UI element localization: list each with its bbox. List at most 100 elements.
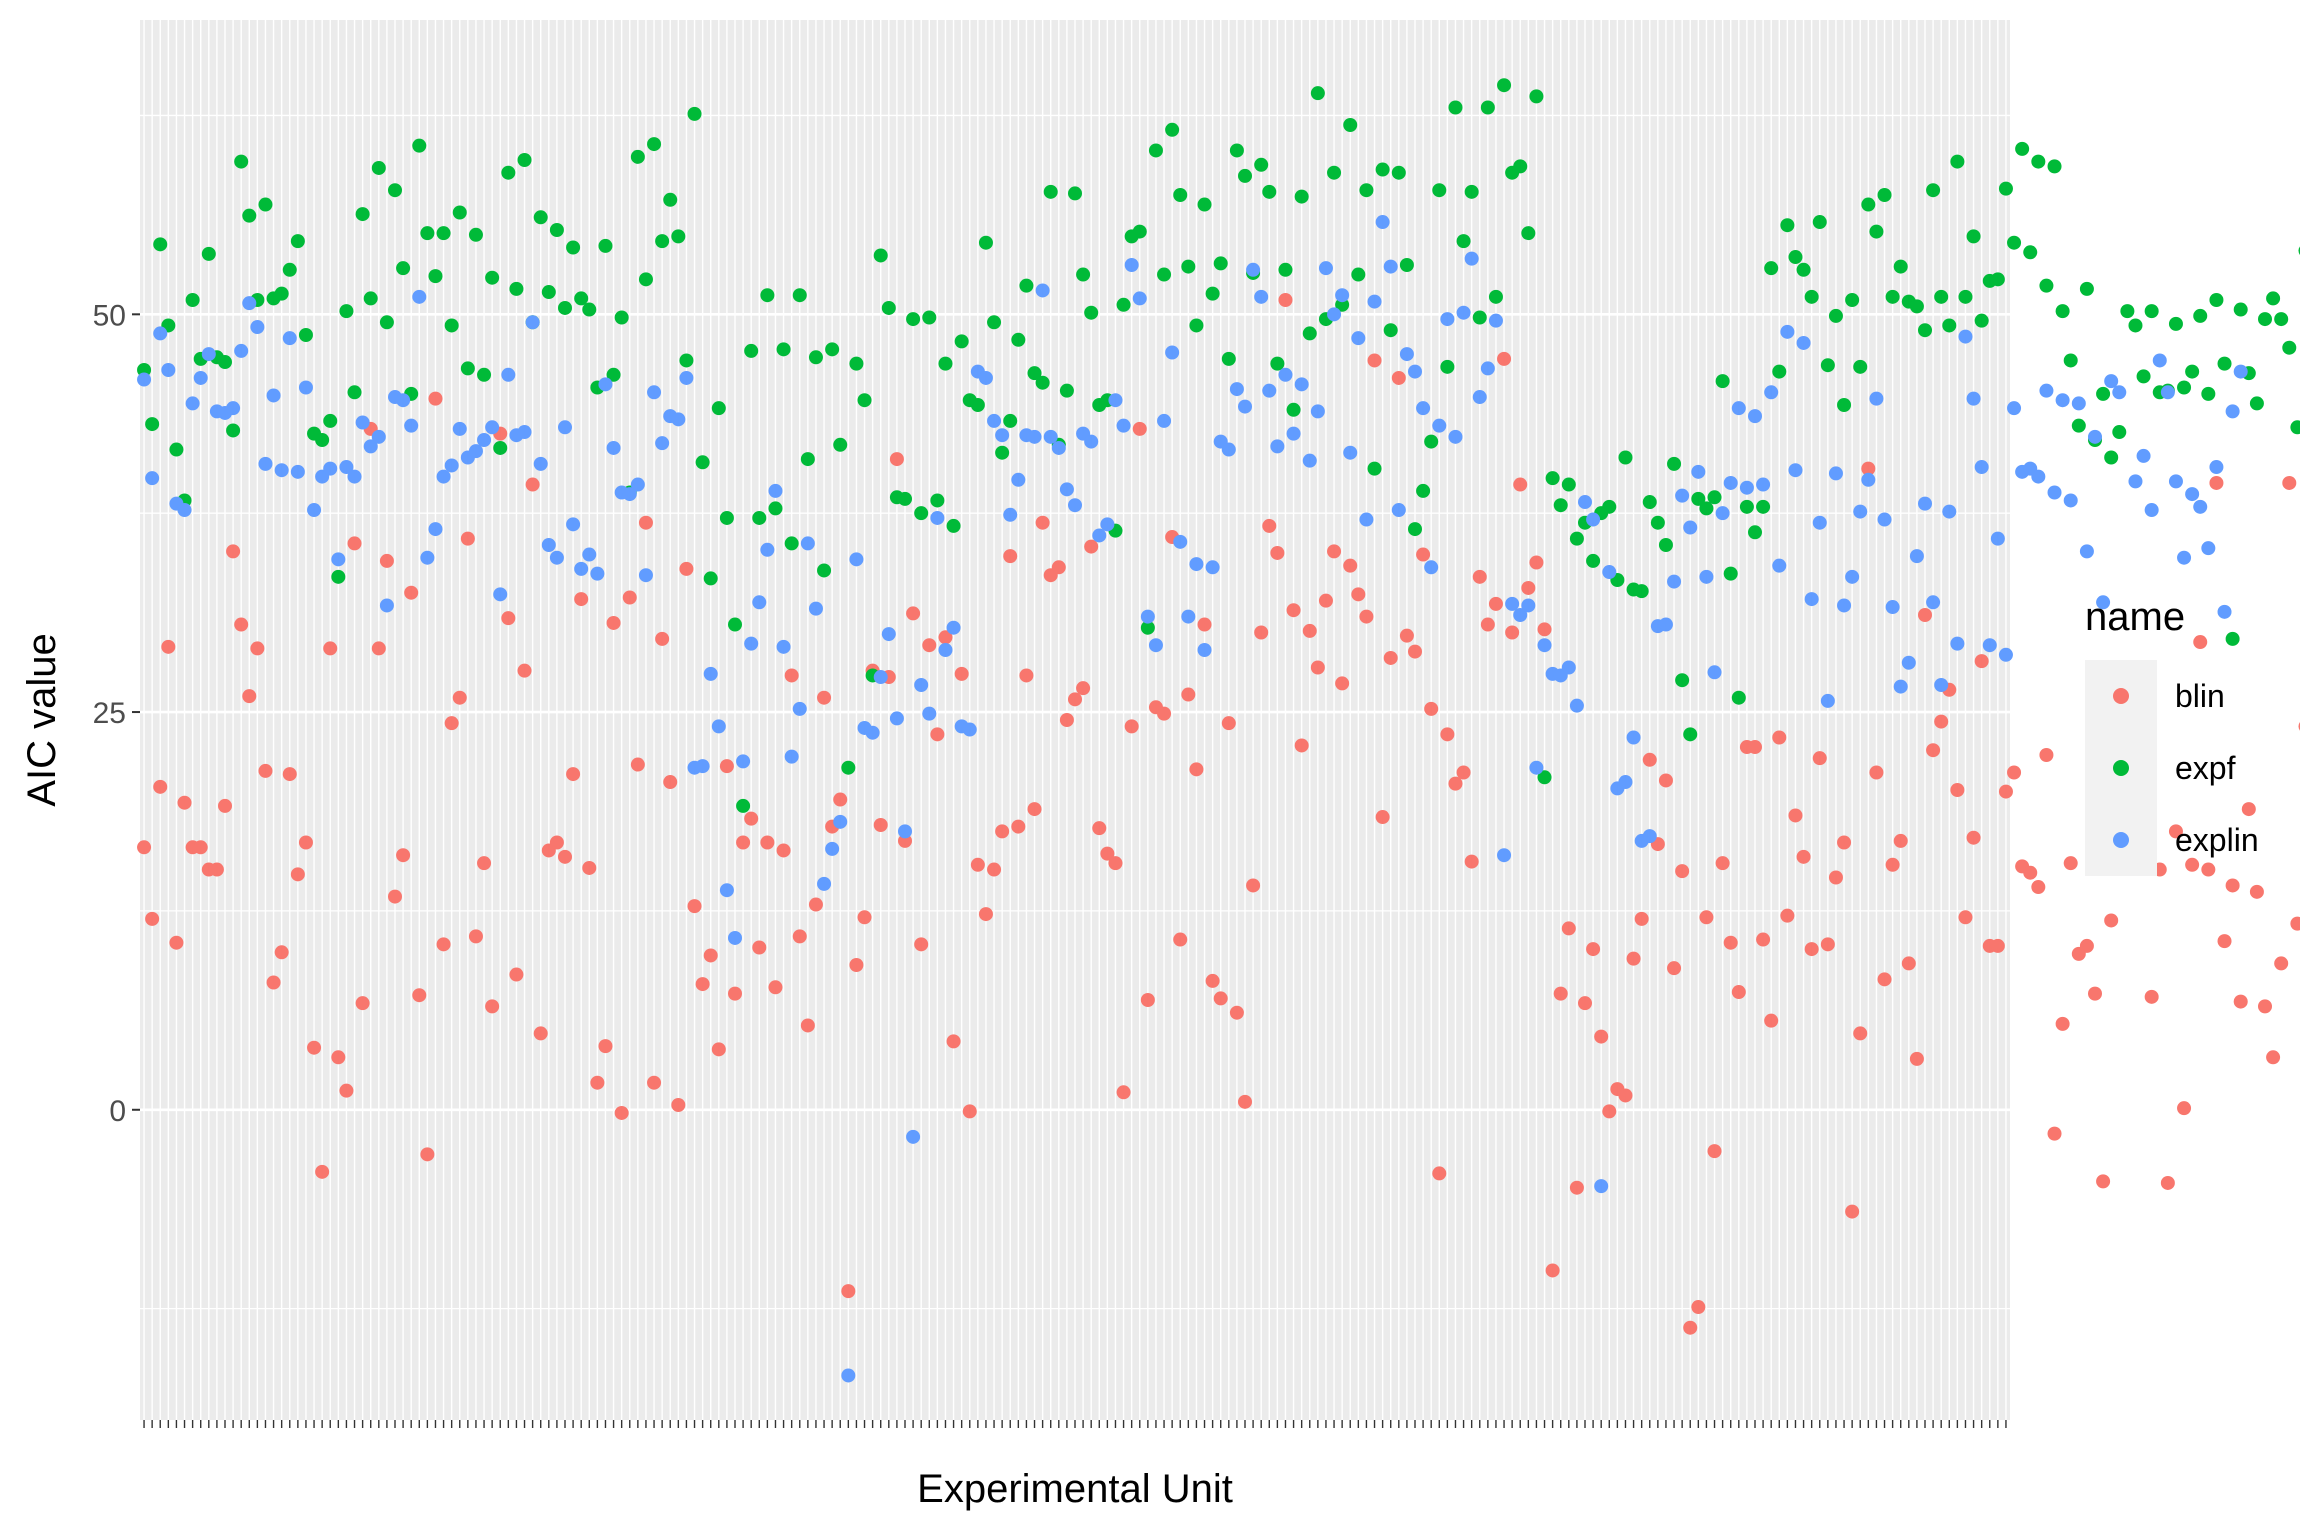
point-expf bbox=[566, 240, 581, 255]
point-explin bbox=[1327, 307, 1342, 322]
point-blin bbox=[1699, 910, 1714, 925]
point-explin bbox=[1399, 347, 1414, 362]
point-explin bbox=[1464, 251, 1479, 266]
point-expf bbox=[1764, 261, 1779, 276]
point-expf bbox=[849, 356, 864, 371]
point-expf bbox=[2217, 356, 2232, 371]
point-blin bbox=[1561, 921, 1576, 936]
point-expf bbox=[549, 223, 564, 237]
point-expf bbox=[234, 154, 249, 169]
point-expf bbox=[1812, 215, 1827, 230]
point-expf bbox=[857, 393, 872, 408]
point-explin bbox=[452, 421, 467, 436]
point-blin bbox=[1667, 961, 1682, 976]
point-explin bbox=[274, 463, 289, 478]
point-blin bbox=[2144, 989, 2159, 1004]
point-blin bbox=[1019, 668, 1034, 683]
point-expf bbox=[2282, 340, 2297, 355]
point-blin bbox=[1116, 1085, 1131, 1100]
point-expf bbox=[2144, 304, 2159, 319]
point-expf bbox=[2177, 380, 2192, 395]
point-blin bbox=[760, 835, 775, 850]
point-explin bbox=[234, 343, 249, 358]
point-expf bbox=[2071, 418, 2086, 433]
point-blin bbox=[687, 899, 702, 914]
point-expf bbox=[1480, 100, 1495, 115]
point-explin bbox=[1221, 442, 1236, 457]
point-blin bbox=[1529, 555, 1544, 570]
point-blin bbox=[485, 999, 500, 1014]
point-blin bbox=[371, 641, 386, 656]
point-expf bbox=[841, 760, 856, 775]
point-explin bbox=[1359, 512, 1374, 527]
point-blin bbox=[946, 1034, 961, 1049]
point-blin bbox=[1132, 421, 1147, 436]
point-blin bbox=[1375, 810, 1390, 825]
point-blin bbox=[226, 544, 241, 559]
point-expf bbox=[2168, 316, 2183, 331]
point-explin bbox=[1707, 665, 1722, 680]
point-expf bbox=[728, 617, 742, 632]
point-explin bbox=[1853, 504, 1868, 519]
point-blin bbox=[1488, 596, 1503, 611]
point-blin bbox=[2096, 1174, 2111, 1189]
point-explin bbox=[1513, 608, 1528, 622]
point-blin bbox=[1359, 609, 1374, 624]
point-blin bbox=[1764, 1013, 1779, 1028]
point-blin bbox=[1877, 972, 1892, 987]
point-explin bbox=[1003, 507, 1018, 522]
point-expf bbox=[1545, 471, 1560, 486]
point-blin bbox=[2266, 1050, 2281, 1065]
point-blin bbox=[1464, 854, 1479, 869]
point-explin bbox=[962, 722, 977, 737]
point-blin bbox=[1286, 603, 1301, 618]
legend: name blin expf explin bbox=[2085, 595, 2259, 876]
legend-label-explin: explin bbox=[2175, 822, 2259, 858]
point-blin bbox=[1327, 544, 1342, 559]
point-explin bbox=[517, 425, 532, 440]
point-explin bbox=[1043, 429, 1058, 444]
point-blin bbox=[2079, 938, 2094, 953]
point-explin bbox=[849, 552, 864, 567]
point-expf bbox=[558, 300, 572, 315]
point-expf bbox=[2193, 308, 2208, 323]
point-expf bbox=[1998, 181, 2013, 196]
point-expf bbox=[1877, 188, 1892, 202]
point-explin bbox=[1893, 679, 1908, 694]
point-explin bbox=[2225, 404, 2240, 419]
point-blin bbox=[1432, 1166, 1447, 1181]
point-explin bbox=[2217, 604, 2232, 619]
point-blin bbox=[1869, 765, 1884, 780]
point-explin bbox=[1084, 434, 1099, 449]
point-explin bbox=[185, 396, 200, 411]
point-expf bbox=[1262, 184, 1277, 199]
point-expf bbox=[1391, 165, 1406, 180]
point-blin bbox=[703, 948, 718, 963]
point-blin bbox=[1545, 1263, 1560, 1278]
point-explin bbox=[1861, 472, 1876, 487]
point-blin bbox=[177, 795, 192, 810]
point-expf bbox=[1173, 188, 1188, 202]
point-expf bbox=[153, 237, 168, 252]
point-blin bbox=[841, 1284, 856, 1299]
point-expf bbox=[1618, 450, 1633, 465]
point-blin bbox=[906, 606, 921, 621]
point-blin bbox=[1723, 935, 1738, 950]
point-blin bbox=[630, 757, 645, 772]
point-expf bbox=[1683, 727, 1698, 742]
point-blin bbox=[598, 1039, 613, 1054]
vertical-gridlines bbox=[143, 20, 2007, 1420]
point-explin bbox=[817, 876, 832, 891]
point-blin bbox=[873, 818, 888, 832]
point-expf bbox=[687, 106, 702, 121]
point-explin bbox=[1626, 730, 1641, 745]
point-expf bbox=[201, 246, 216, 261]
point-explin bbox=[533, 456, 548, 471]
point-expf bbox=[371, 160, 386, 175]
point-blin bbox=[1569, 1180, 1584, 1195]
point-expf bbox=[914, 506, 929, 521]
point-explin bbox=[1440, 312, 1455, 327]
point-expf bbox=[185, 293, 200, 307]
point-explin bbox=[1197, 643, 1212, 657]
point-expf bbox=[1440, 359, 1455, 374]
